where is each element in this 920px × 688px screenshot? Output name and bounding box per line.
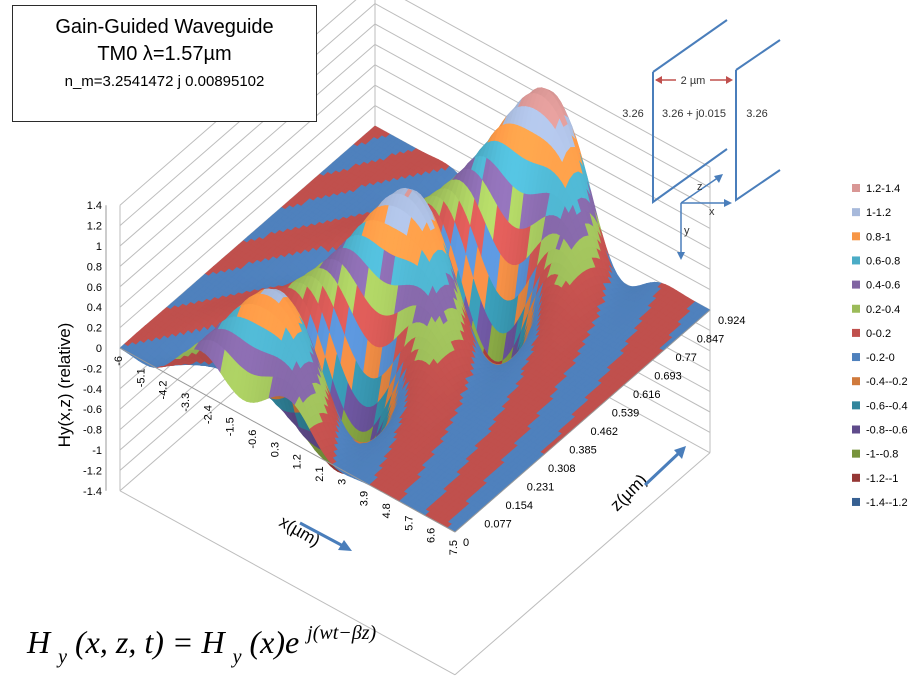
gridline — [404, 0, 711, 168]
gridline — [119, 84, 376, 308]
gridline — [119, 44, 376, 267]
floor-edge — [119, 490, 456, 676]
floor-edge — [454, 452, 711, 676]
gridline — [119, 105, 376, 328]
gridline — [119, 23, 376, 247]
gridline — [119, 64, 376, 288]
surface-plot — [119, 87, 711, 533]
